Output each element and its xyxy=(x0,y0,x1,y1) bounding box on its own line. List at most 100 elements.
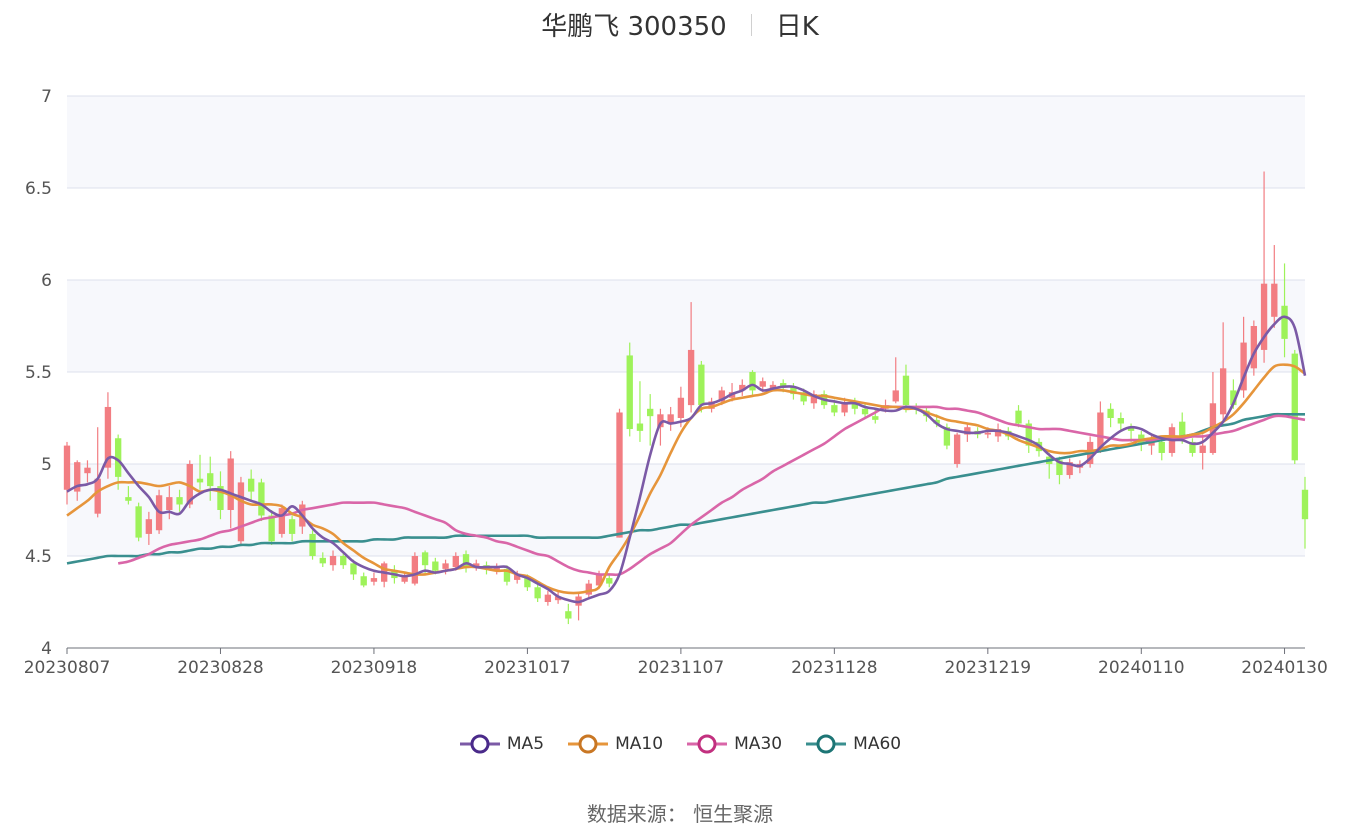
candle-body xyxy=(953,434,961,464)
data-source: 数据来源： 恒生聚源 xyxy=(586,802,774,826)
candle-body xyxy=(708,401,715,409)
x-tick-label: 20240130 xyxy=(1241,658,1328,678)
candle-body xyxy=(861,408,869,415)
chart-title: 华鹏飞 300350 日K xyxy=(0,6,1360,46)
title-separator xyxy=(750,13,752,36)
candle-body xyxy=(401,576,408,582)
plot-background xyxy=(67,96,1305,556)
x-tick-label: 20231107 xyxy=(638,658,725,678)
x-tick-label: 20231017 xyxy=(484,658,571,678)
candle-body xyxy=(565,611,572,619)
candle-body xyxy=(1025,423,1032,446)
candle-body xyxy=(749,372,756,391)
x-tick-label: 20230807 xyxy=(24,658,111,678)
y-tick-label: 4 xyxy=(41,639,52,659)
candle-body xyxy=(1066,462,1073,476)
candle-body xyxy=(626,355,633,430)
candle-body xyxy=(667,414,674,424)
candle-body xyxy=(278,508,286,534)
candle-body xyxy=(554,596,562,601)
candle-body xyxy=(1117,418,1125,424)
candle-body xyxy=(1189,441,1196,453)
candle-body xyxy=(790,386,797,395)
legend-item-ma10[interactable]: MA10 xyxy=(567,734,663,754)
candle-body xyxy=(432,561,439,571)
candle-body xyxy=(145,519,153,534)
grid-band xyxy=(67,464,1305,556)
candle-body xyxy=(800,392,807,402)
candle-body xyxy=(514,574,521,580)
y-axis-labels: 4 4.5 5 5.5 6 6.5 7 xyxy=(25,87,52,659)
candle-body xyxy=(493,567,500,571)
candle-body xyxy=(595,574,603,586)
candle-body xyxy=(166,497,173,510)
candle-body xyxy=(360,576,367,586)
legend-item-ma30[interactable]: MA30 xyxy=(686,734,782,754)
candle-body xyxy=(411,556,419,584)
candle-body xyxy=(524,576,531,588)
candle-body xyxy=(933,419,940,424)
candle-body xyxy=(309,533,316,556)
legend-ma5-icon xyxy=(459,734,500,754)
ma5-line xyxy=(66,315,1307,604)
grid-band xyxy=(67,280,1305,372)
candle-body xyxy=(984,432,991,435)
candle-body xyxy=(698,364,705,406)
grid-lines xyxy=(67,95,1305,557)
candle-body xyxy=(125,497,132,501)
candle-body xyxy=(473,563,480,568)
candle-body xyxy=(1240,342,1247,391)
candle-body xyxy=(329,556,337,566)
y-tick-label: 7 xyxy=(41,87,52,107)
y-tick-label: 5.5 xyxy=(25,363,52,383)
candle-body xyxy=(1219,368,1227,415)
candle-body xyxy=(340,556,347,566)
candle-body xyxy=(421,552,429,566)
grid-band xyxy=(67,96,1305,188)
candle-body xyxy=(657,414,664,428)
candle-body xyxy=(94,478,101,514)
legend-item-ma5[interactable]: MA5 xyxy=(459,734,544,754)
candle-body xyxy=(196,478,204,483)
candle-body xyxy=(851,403,858,409)
candle-body xyxy=(585,583,592,595)
candle-body xyxy=(288,519,296,534)
candle-body xyxy=(74,462,81,492)
candle-body xyxy=(176,497,183,505)
legend-label-ma5: MA5 xyxy=(506,734,545,754)
candle-body xyxy=(1107,408,1114,418)
candle-body xyxy=(1301,489,1309,520)
candle-body xyxy=(1260,283,1268,350)
candle-body xyxy=(718,390,725,402)
candle-body xyxy=(544,594,552,602)
ma60-line xyxy=(66,412,1305,565)
candle-body xyxy=(319,557,326,564)
ma30-line xyxy=(117,405,1306,577)
candle-body xyxy=(994,429,1002,437)
legend-ma30-icon xyxy=(687,734,728,754)
x-tick-label: 20231219 xyxy=(945,658,1032,678)
candlestick-chart: 44.555.566.57 20230807 20230828 20230918 20… xyxy=(24,87,1328,678)
candle-body xyxy=(780,383,787,387)
candle-body xyxy=(217,486,224,510)
legend-label-ma10: MA10 xyxy=(615,734,664,754)
candle-body xyxy=(442,563,449,569)
x-tick-label: 20230828 xyxy=(177,658,264,678)
candle-body xyxy=(739,384,746,391)
candle-body xyxy=(1056,460,1063,476)
x-axis: 20230807 20230828 20230918 20231017 20231107… xyxy=(24,647,1328,678)
candle-body xyxy=(1015,410,1022,424)
candle-body xyxy=(186,464,193,505)
candle-body xyxy=(534,587,541,599)
candle-body xyxy=(759,381,766,387)
candle-body xyxy=(268,515,275,542)
candle-body xyxy=(135,506,142,538)
y-tick-label: 4.5 xyxy=(25,547,52,567)
legend-item-ma60[interactable]: MA60 xyxy=(805,734,901,754)
candle-body xyxy=(1199,445,1206,453)
candle-body xyxy=(810,394,818,404)
candle-body xyxy=(247,478,255,492)
chart-period: 日K xyxy=(775,12,819,42)
legend-ma60-icon xyxy=(806,734,847,754)
candle-body xyxy=(452,556,459,568)
